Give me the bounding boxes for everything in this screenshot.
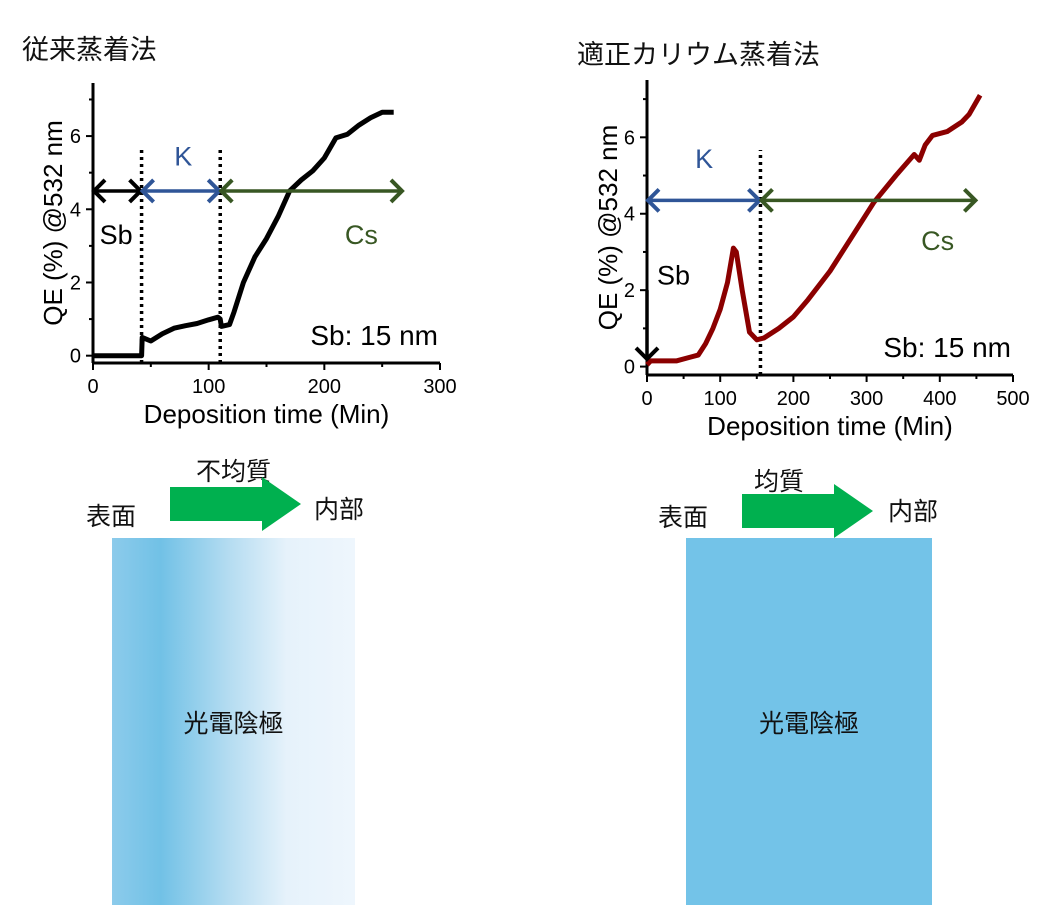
- phase-k-arrowhead-icon: [645, 187, 661, 213]
- phase-cs-arrowhead-icon: [758, 187, 774, 213]
- left-panel-title: 従来蒸着法: [22, 35, 157, 66]
- x-tick-label: 0: [641, 388, 652, 410]
- right-interior-label: 内部: [888, 497, 939, 526]
- y-tick-label: 4: [70, 199, 81, 221]
- x-tick-label: 500: [996, 388, 1029, 410]
- right-gradient-label: 均質: [754, 467, 805, 496]
- x-tick-label: 100: [192, 376, 225, 398]
- left-interior-label: 内部: [314, 495, 365, 524]
- left-gradient-label: 不均質: [196, 457, 272, 486]
- phase-cs-label: Cs: [345, 220, 378, 250]
- left-green-arrow-icon: [170, 477, 301, 531]
- y-tick-label: 4: [624, 204, 635, 226]
- phase-sb-label: Sb: [657, 260, 690, 290]
- y-tick-label: 2: [624, 280, 635, 302]
- phase-k-label: K: [695, 144, 713, 174]
- right-panel-title: 適正カリウム蒸着法: [577, 40, 820, 71]
- right-green-arrow-icon: [742, 484, 873, 538]
- x-tick-label: 0: [87, 376, 98, 398]
- y-axis-label: QE (%) @532 nm: [38, 120, 68, 326]
- left-photocathode-box: 光電陰極: [112, 538, 355, 905]
- qe-series-line: [93, 109, 394, 359]
- x-tick-label: 200: [777, 388, 810, 410]
- phase-cs-arrowhead-icon: [389, 178, 405, 204]
- x-axis-label: Deposition time (Min): [144, 399, 390, 429]
- right-photocathode-label: 光電陰極: [758, 708, 859, 738]
- left-photocathode-label: 光電陰極: [183, 708, 284, 738]
- y-tick-label: 6: [624, 127, 635, 149]
- y-tick-label: 0: [70, 346, 81, 368]
- x-tick-label: 400: [923, 388, 956, 410]
- y-axis-label: QE (%) @532 nm: [593, 125, 623, 331]
- phase-cs-arrowhead-icon: [962, 187, 979, 213]
- phase-sb-label: Sb: [100, 220, 133, 250]
- right-surface-label: 表面: [658, 503, 709, 532]
- x-tick-label: 200: [308, 376, 341, 398]
- phase-cs-label: Cs: [921, 226, 954, 256]
- sample-annotation: Sb: 15 nm: [883, 332, 1011, 363]
- phase-sb-arrowhead-icon: [634, 346, 660, 362]
- y-tick-label: 2: [70, 272, 81, 294]
- phase-k-arrowhead-icon: [139, 178, 155, 204]
- phase-k-label: K: [174, 141, 192, 171]
- x-tick-label: 300: [850, 388, 883, 410]
- x-tick-label: 100: [704, 388, 737, 410]
- sample-annotation: Sb: 15 nm: [310, 320, 438, 351]
- x-tick-label: 300: [423, 376, 456, 398]
- phase-cs-arrowhead-icon: [218, 178, 234, 204]
- y-tick-label: 0: [624, 357, 635, 379]
- x-axis-label: Deposition time (Min): [707, 411, 953, 441]
- right-photocathode-box: 光電陰極: [686, 538, 932, 905]
- qe-series-line: [645, 94, 983, 367]
- left-surface-label: 表面: [86, 502, 137, 531]
- y-tick-label: 6: [70, 126, 81, 148]
- phase-sb-arrowhead-icon: [91, 178, 107, 204]
